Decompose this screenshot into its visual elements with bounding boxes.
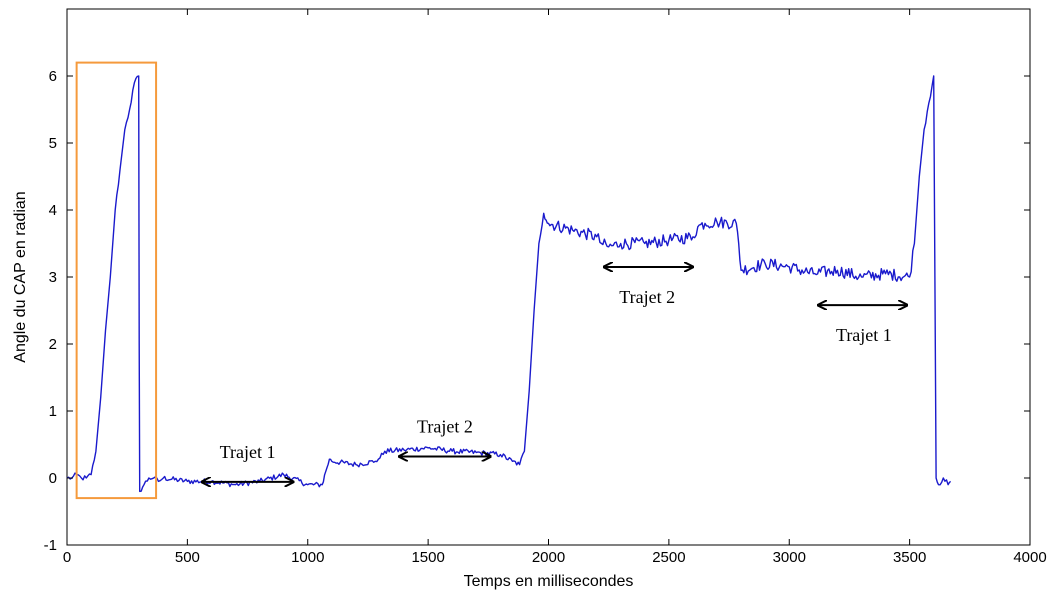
y-axis-ticks: -1 0 1 2 3 4 5 6 bbox=[44, 68, 1030, 554]
y-tick-label: 3 bbox=[49, 269, 57, 286]
x-tick-label: 3500 bbox=[893, 549, 926, 566]
x-tick-label: 4000 bbox=[1013, 549, 1046, 566]
y-tick-label: 1 bbox=[49, 403, 57, 420]
series-line bbox=[66, 75, 952, 493]
highlight-box bbox=[75, 61, 158, 500]
y-tick-label: -1 bbox=[44, 537, 57, 554]
annotation-label: Trajet 2 bbox=[619, 287, 675, 307]
y-tick-label: 2 bbox=[49, 336, 57, 353]
annotation-label: Trajet 2 bbox=[417, 416, 473, 436]
x-axis-ticks: 0 500 1000 1500 2000 2500 3000 3500 4000 bbox=[63, 9, 1047, 566]
annotation-label: Trajet 1 bbox=[836, 325, 892, 345]
axes-frame bbox=[66, 8, 1031, 546]
y-tick-label: 0 bbox=[49, 470, 57, 487]
y-tick-label: 6 bbox=[49, 68, 57, 85]
annotation-label: Trajet 1 bbox=[220, 442, 276, 462]
x-tick-label: 0 bbox=[63, 549, 71, 566]
y-tick-label: 4 bbox=[49, 202, 57, 219]
x-tick-label: 1500 bbox=[411, 549, 444, 566]
x-tick-label: 500 bbox=[175, 549, 200, 566]
annotations: Trajet 1 Trajet 2 Trajet 2 Trajet 1 bbox=[202, 267, 907, 482]
x-axis-title: Temps en millisecondes bbox=[464, 573, 634, 590]
y-axis-title: Angle du CAP en radian bbox=[12, 191, 29, 362]
x-tick-label: 3000 bbox=[773, 549, 806, 566]
x-tick-label: 2500 bbox=[652, 549, 685, 566]
x-tick-label: 1000 bbox=[291, 549, 324, 566]
y-tick-label: 5 bbox=[49, 135, 57, 152]
x-tick-label: 2000 bbox=[532, 549, 565, 566]
plot-area bbox=[66, 8, 1031, 546]
